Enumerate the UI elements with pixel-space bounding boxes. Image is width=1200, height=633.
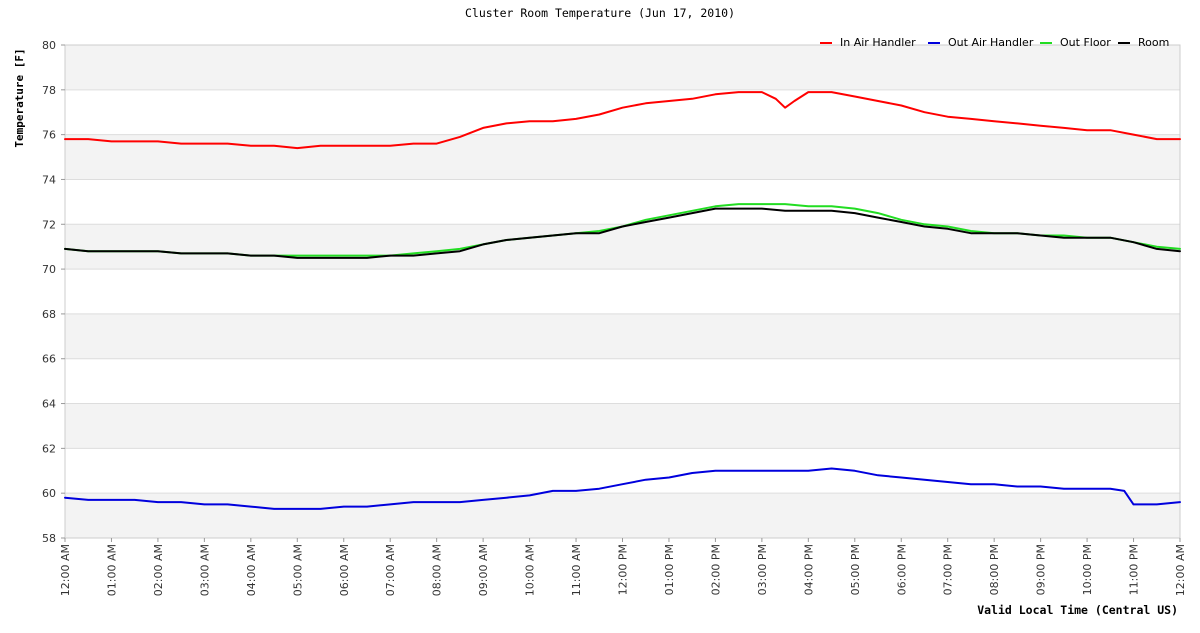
- y-tick-label: 74: [42, 173, 56, 186]
- plot-band: [65, 45, 1180, 90]
- legend-label: In Air Handler: [840, 36, 916, 49]
- y-tick-label: 58: [42, 532, 56, 545]
- x-tick-label: 01:00 PM: [663, 544, 676, 595]
- x-tick-label: 05:00 PM: [849, 544, 862, 595]
- series-layer: [64, 91, 1181, 510]
- x-tick-label: 01:00 AM: [105, 544, 118, 596]
- y-tick-label: 62: [42, 442, 56, 455]
- y-tick-label: 64: [42, 398, 56, 411]
- x-tick-label: 02:00 AM: [152, 544, 165, 596]
- series-line-in-air-handler: [64, 91, 1181, 150]
- x-tick-label: 08:00 AM: [431, 544, 444, 596]
- plot-bands: [65, 45, 1180, 538]
- y-tick-label: 66: [42, 353, 56, 366]
- x-tick-label: 04:00 PM: [802, 544, 815, 595]
- y-tick-label: 80: [42, 39, 56, 52]
- chart-title: Cluster Room Temperature (Jun 17, 2010): [465, 6, 735, 20]
- y-tick-label: 78: [42, 84, 56, 97]
- x-tick-label: 10:00 PM: [1081, 544, 1094, 595]
- x-tick-label: 07:00 AM: [384, 544, 397, 596]
- x-tick-label: 06:00 AM: [338, 544, 351, 596]
- x-tick-label: 06:00 PM: [895, 544, 908, 595]
- legend-label: Out Floor: [1060, 36, 1111, 49]
- y-tick-label: 60: [42, 487, 56, 500]
- y-axis: 58 60 62 64 66 68 70 72 74 76 78 80: [42, 39, 65, 545]
- x-tick-label: 09:00 PM: [1035, 544, 1048, 595]
- x-tick-label: 12:00 PM: [617, 544, 630, 595]
- x-tick-label: 03:00 PM: [756, 544, 769, 595]
- series-line-out-air-handler: [64, 467, 1181, 510]
- y-tick-label: 68: [42, 308, 56, 321]
- plot-band: [65, 224, 1180, 270]
- x-tick-label: 03:00 AM: [198, 544, 211, 596]
- x-tick-label: 11:00 PM: [1128, 544, 1141, 595]
- legend-label: Room: [1138, 36, 1169, 49]
- x-tick-label: 04:00 AM: [245, 544, 258, 596]
- y-tick-label: 72: [42, 218, 56, 231]
- x-tick-label: 07:00 PM: [942, 544, 955, 595]
- x-tick-label: 02:00 PM: [709, 544, 722, 595]
- plot-band: [65, 313, 1180, 359]
- x-tick-label: 12:00 AM: [1174, 544, 1187, 596]
- x-tick-label: 11:00 AM: [570, 544, 583, 596]
- x-tick-label: 05:00 AM: [291, 544, 304, 596]
- x-tick-label: 09:00 AM: [477, 544, 490, 596]
- x-axis: 12:00 AM 01:00 AM 02:00 AM 03:00 AM 04:00 AM…: [59, 538, 1187, 596]
- x-axis-label: Valid Local Time (Central US): [977, 603, 1178, 617]
- y-tick-label: 70: [42, 263, 56, 276]
- x-tick-label: 10:00 AM: [524, 544, 537, 596]
- legend-label: Out Air Handler: [948, 36, 1034, 49]
- plot-band: [65, 493, 1180, 538]
- y-axis-label: Temperature [F]: [13, 48, 26, 147]
- y-tick-label: 76: [42, 129, 56, 142]
- x-tick-label: 08:00 PM: [988, 544, 1001, 595]
- plot-band: [65, 134, 1180, 180]
- plot-band: [65, 403, 1180, 449]
- legend: In Air Handler Out Air Handler Out Floor Ro…: [820, 36, 1169, 49]
- series-line-room: [64, 207, 1181, 259]
- x-tick-label: 12:00 AM: [59, 544, 72, 596]
